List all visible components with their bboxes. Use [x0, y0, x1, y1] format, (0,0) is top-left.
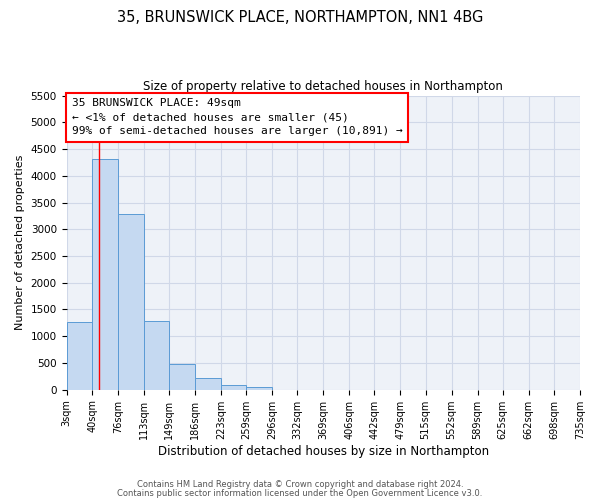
Bar	[92, 158, 118, 390]
Bar	[143, 320, 169, 390]
Y-axis label: Number of detached properties: Number of detached properties	[15, 155, 25, 330]
Bar	[118, 214, 143, 390]
Bar	[67, 322, 92, 390]
Text: Contains public sector information licensed under the Open Government Licence v3: Contains public sector information licen…	[118, 488, 482, 498]
Title: Size of property relative to detached houses in Northampton: Size of property relative to detached ho…	[143, 80, 503, 93]
Text: 35 BRUNSWICK PLACE: 49sqm
← <1% of detached houses are smaller (45)
99% of semi-: 35 BRUNSWICK PLACE: 49sqm ← <1% of detac…	[71, 98, 403, 136]
X-axis label: Distribution of detached houses by size in Northampton: Distribution of detached houses by size …	[158, 444, 489, 458]
Text: Contains HM Land Registry data © Crown copyright and database right 2024.: Contains HM Land Registry data © Crown c…	[137, 480, 463, 489]
Bar	[169, 364, 195, 390]
Bar	[221, 385, 246, 390]
Bar	[246, 387, 272, 390]
Bar	[195, 378, 221, 390]
Text: 35, BRUNSWICK PLACE, NORTHAMPTON, NN1 4BG: 35, BRUNSWICK PLACE, NORTHAMPTON, NN1 4B…	[117, 10, 483, 25]
